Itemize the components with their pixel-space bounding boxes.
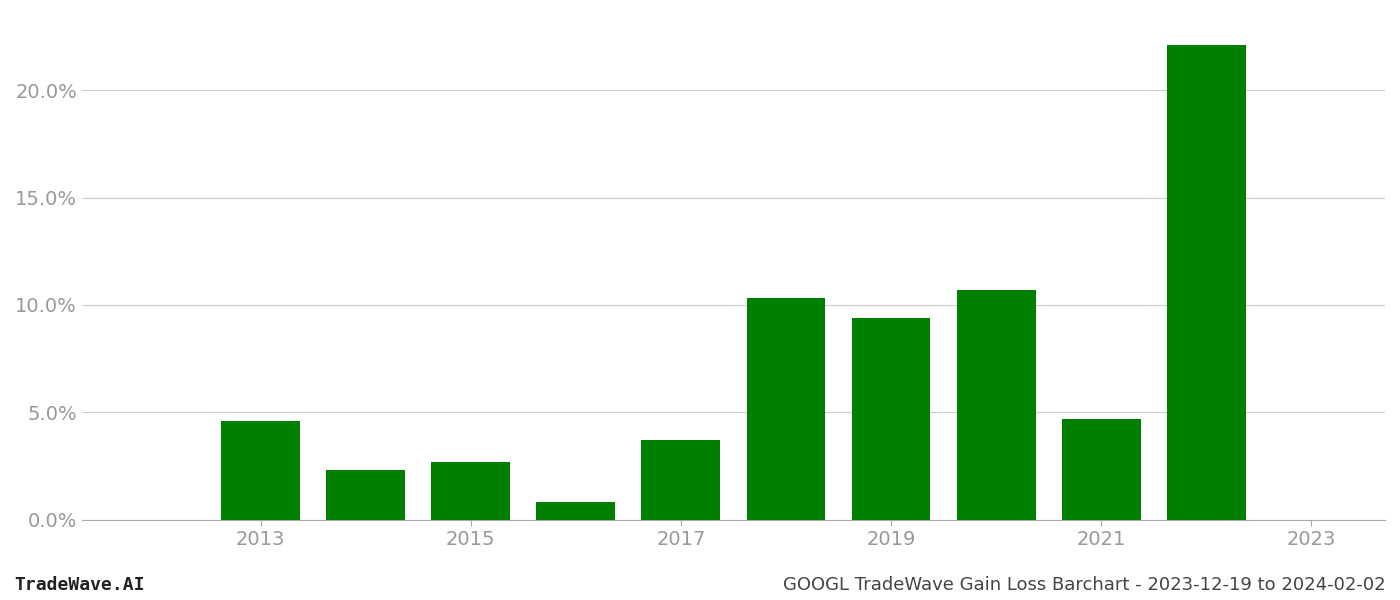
Bar (746, 298, 826, 520)
Bar (641, 440, 720, 520)
Bar (851, 318, 931, 520)
Bar (956, 290, 1036, 520)
Bar (1061, 419, 1141, 520)
Bar (431, 461, 510, 520)
Bar (1168, 45, 1246, 520)
Bar (221, 421, 300, 520)
Text: TradeWave.AI: TradeWave.AI (14, 576, 144, 594)
Text: GOOGL TradeWave Gain Loss Barchart - 2023-12-19 to 2024-02-02: GOOGL TradeWave Gain Loss Barchart - 202… (784, 576, 1386, 594)
Bar (326, 470, 405, 520)
Bar (536, 502, 615, 520)
